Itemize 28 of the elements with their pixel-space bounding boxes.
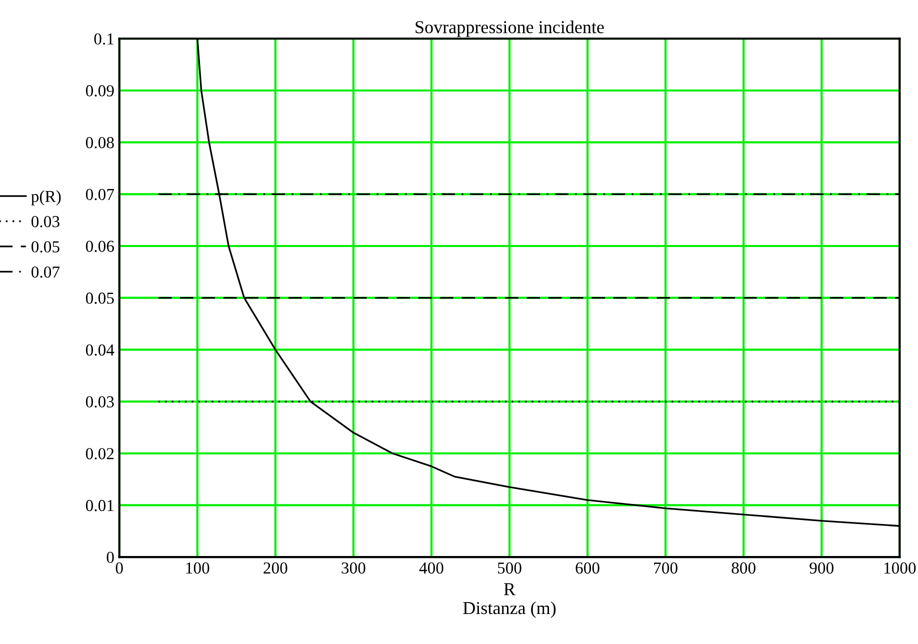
y-tick-label: 0: [106, 552, 114, 564]
y-tick-label: 0.05: [86, 292, 114, 304]
y-tick-label: 0.04: [86, 344, 114, 356]
y-tick-label: 0.01: [86, 500, 114, 512]
y-tick-label: 0.02: [86, 448, 114, 460]
y-tick-label: 0.09: [86, 85, 114, 96]
y-tick-label: 0.1: [94, 33, 114, 45]
x-tick-label: 700: [654, 562, 678, 574]
y-tick-label: 0.06: [86, 240, 114, 252]
x-tick-label: 800: [732, 562, 756, 574]
y-tick-label: 0.08: [86, 137, 114, 148]
x-tick-label: 900: [810, 562, 834, 574]
x-tick-label: 400: [419, 562, 444, 574]
y-tick-label: 0.03: [86, 396, 114, 408]
x-tick-label: 200: [264, 562, 288, 574]
x-axis-title: R Distanza (m): [463, 583, 556, 618]
x-tick-label: 100: [186, 562, 210, 574]
chart-title: Sovrappressione incidente: [416, 20, 604, 37]
legend-label: 0.03: [32, 216, 60, 228]
legend-label: 0.05: [32, 241, 60, 253]
legend-label: p(R): [31, 190, 61, 206]
y-tick-label: 0.07: [86, 188, 114, 200]
x-tick-label: 300: [342, 562, 366, 574]
x-tick-label: 1000: [884, 562, 916, 574]
x-tick-label: 600: [576, 562, 600, 574]
x-tick-label: 500: [498, 562, 522, 574]
legend-label: 0.07: [32, 266, 60, 278]
x-tick-label: 0: [116, 562, 123, 574]
